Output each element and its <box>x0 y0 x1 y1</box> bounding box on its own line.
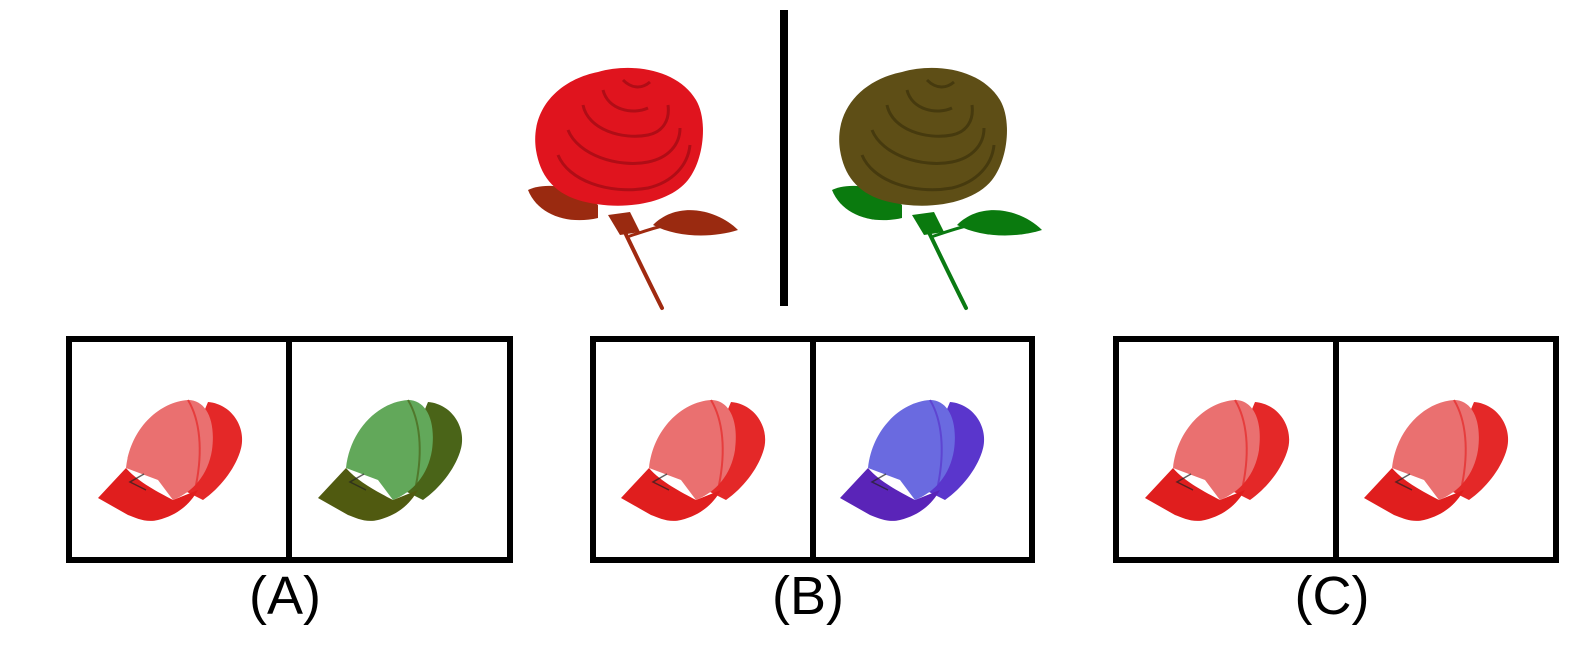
example-right-rose <box>832 67 1042 308</box>
example-left-rose <box>528 67 738 308</box>
option-b[interactable] <box>590 336 1035 563</box>
option-a-label: (A) <box>249 566 321 626</box>
option-c-label: (C) <box>1294 566 1370 626</box>
option-c[interactable] <box>1113 336 1559 563</box>
option-b-label: (B) <box>772 566 844 626</box>
option-a[interactable] <box>66 336 513 563</box>
rose-icon <box>832 67 1042 308</box>
rose-icon <box>528 67 738 308</box>
